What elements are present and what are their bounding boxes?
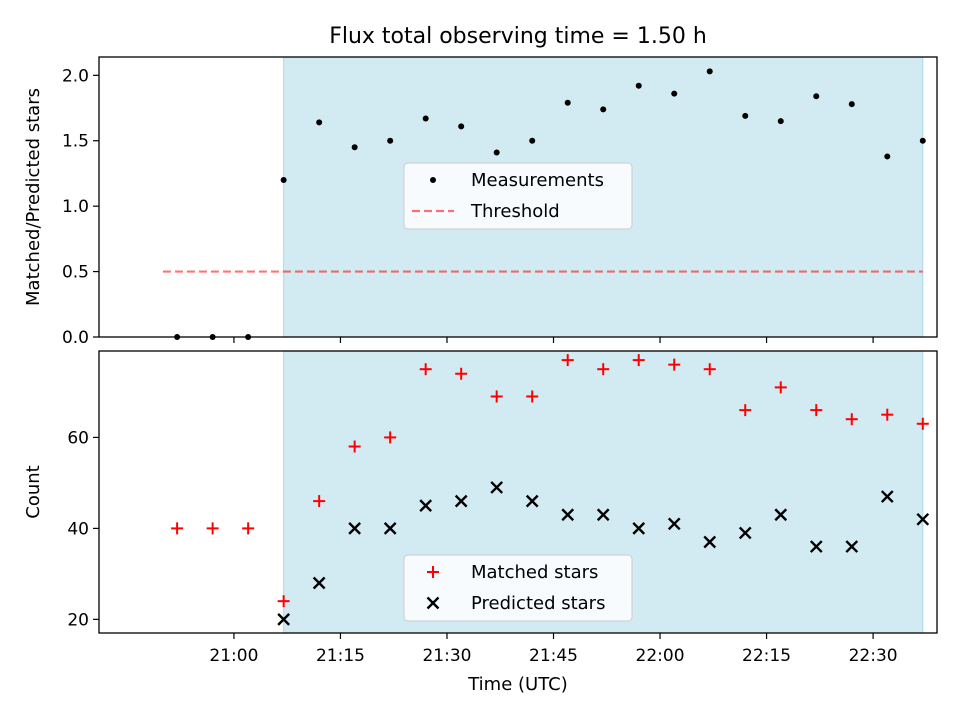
y-axis-label: Matched/Predicted stars	[23, 88, 44, 306]
measurement-point	[919, 137, 926, 144]
y-tick-label: 40	[67, 519, 89, 539]
predicted-star-marker	[845, 540, 859, 553]
predicted-star-marker	[454, 494, 468, 508]
top-panel: 0.0 0.5 1.0 1.5 2.0 Matched/Predicted stars Me…	[23, 56, 938, 348]
bottom-panel: 20 40 60 21:00 21:15 21:30 21:45 22:00 22:15 22:3…	[23, 350, 938, 666]
matched-star-marker	[881, 408, 894, 421]
measurement-point	[422, 115, 429, 122]
measurement-point	[493, 149, 500, 156]
legend-box	[403, 554, 633, 622]
measurement-point	[316, 119, 323, 126]
predicted-star-marker	[667, 517, 681, 531]
y-tick-label: 0.0	[62, 328, 89, 348]
predicted-star-marker	[596, 508, 610, 522]
matched-star-marker	[739, 404, 752, 417]
matched-star-marker	[668, 358, 681, 371]
predicted-star-marker	[880, 490, 894, 503]
x-axis-label: Time (UTC)	[467, 674, 568, 695]
x-tick-label: 22:00	[636, 646, 685, 666]
matched-star-marker	[277, 595, 290, 608]
predicted-star-marker	[348, 522, 362, 535]
y-axis-label: Count	[23, 465, 44, 518]
y-tick-label: 0.5	[62, 263, 89, 283]
measurement-point	[742, 112, 749, 119]
matched-star-marker	[348, 440, 361, 453]
y-tick-label: 1.5	[62, 132, 89, 152]
measurement-point	[884, 153, 891, 160]
predicted-star-marker	[703, 535, 717, 549]
axes-frame	[98, 56, 938, 338]
x-tick-label: 22:30	[849, 646, 898, 666]
legend-matched-marker	[427, 566, 439, 578]
predicted-star-marker	[809, 540, 823, 553]
measurement-point	[777, 118, 784, 125]
x-tick-label: 22:15	[742, 646, 791, 666]
legend-box	[403, 162, 633, 230]
predicted-star-marker	[774, 508, 788, 522]
measurement-point	[635, 82, 642, 89]
x-tick-label: 21:15	[316, 646, 365, 666]
matched-star-marker	[774, 381, 787, 394]
measurement-point	[671, 90, 678, 97]
predicted-star-marker	[312, 576, 326, 590]
predicted-star-marker	[525, 494, 539, 508]
matched-star-marker	[703, 363, 716, 376]
matched-star-marker	[242, 522, 255, 535]
legend-measurement-marker	[430, 177, 436, 183]
matched-star-marker	[455, 367, 468, 380]
measurement-point	[706, 68, 713, 75]
legend-predicted-marker	[426, 596, 440, 610]
matched-star-marker	[206, 522, 219, 535]
measurement-point	[848, 101, 855, 108]
chart-title: Flux total observing time = 1.50 h	[329, 24, 707, 49]
y-tick-label: 20	[67, 610, 89, 630]
matched-star-marker	[632, 354, 645, 367]
legend-label: Measurements	[471, 170, 604, 191]
predicted-star-marker	[490, 481, 504, 494]
y-tick-label: 1.0	[62, 197, 89, 217]
measurement-point	[458, 123, 465, 130]
axes-frame	[98, 350, 938, 634]
measurement-point	[280, 176, 287, 183]
matched-star-marker	[916, 417, 929, 430]
legend-label: Threshold	[470, 201, 560, 222]
matched-star-marker	[313, 495, 326, 508]
x-tick-label: 21:30	[422, 646, 471, 666]
predicted-star-marker	[632, 522, 646, 535]
matched-star-marker	[845, 413, 858, 426]
legend: Matched stars Predicted stars	[403, 554, 633, 622]
legend: Measurements Threshold	[403, 162, 633, 230]
matched-star-marker	[490, 390, 503, 403]
predicted-star-marker	[277, 613, 290, 626]
predicted-star-marker	[419, 499, 433, 512]
measurement-point	[529, 137, 536, 144]
matched-star-marker	[810, 404, 823, 417]
predicted-star-marker	[383, 522, 397, 535]
matched-star-marker	[419, 363, 432, 376]
measurement-point	[351, 144, 358, 151]
legend-label: Matched stars	[471, 562, 598, 583]
x-tick-label: 21:00	[209, 646, 258, 666]
matched-star-marker	[526, 390, 539, 403]
matched-star-marker	[171, 522, 184, 535]
measurement-point	[813, 93, 820, 100]
predicted-star-marker	[916, 512, 930, 526]
matched-star-marker	[384, 431, 397, 444]
x-tick-label: 21:45	[529, 646, 578, 666]
measurement-point	[564, 99, 571, 106]
predicted-star-marker	[738, 526, 752, 540]
y-tick-label: 2.0	[62, 66, 89, 86]
predicted-star-marker	[561, 508, 575, 522]
measurement-point	[600, 106, 607, 113]
legend-label: Predicted stars	[471, 593, 605, 614]
matched-star-marker	[561, 354, 574, 367]
measurement-point	[387, 137, 394, 144]
y-tick-label: 60	[67, 428, 89, 448]
matched-star-marker	[597, 363, 610, 376]
